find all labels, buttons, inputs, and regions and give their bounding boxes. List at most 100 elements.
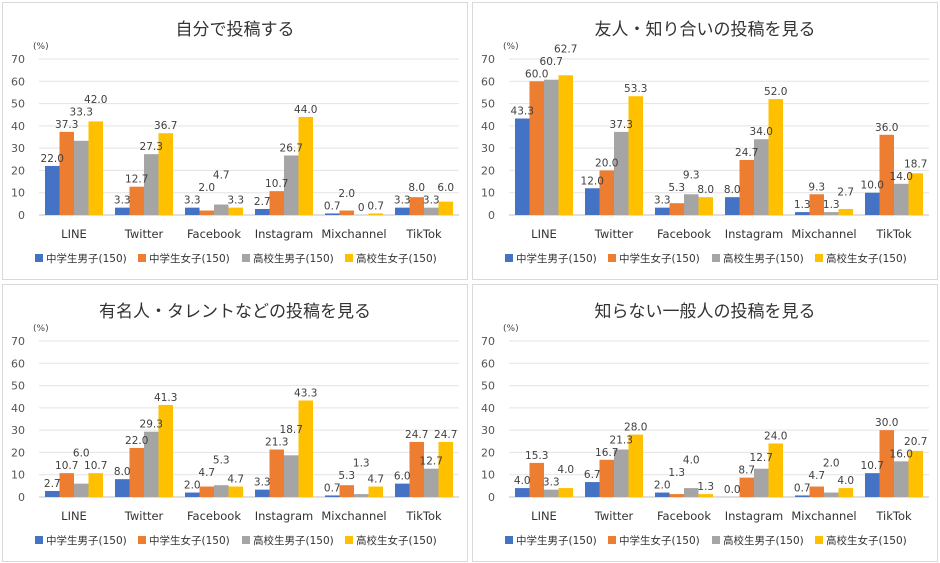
data-label: 16.7 — [595, 447, 618, 459]
bar — [809, 486, 824, 497]
bar — [754, 139, 769, 215]
bar — [129, 186, 144, 215]
data-label: 9.3 — [683, 170, 700, 182]
data-label: 43.3 — [294, 388, 317, 400]
bar — [614, 131, 629, 215]
data-label: 2.0 — [338, 188, 355, 200]
bar — [529, 462, 544, 497]
data-label: 34.0 — [750, 126, 773, 138]
data-label: 10.7 — [861, 460, 884, 472]
bar — [269, 449, 284, 497]
data-label: 24.7 — [735, 147, 758, 159]
x-tick-label: Twitter — [124, 509, 164, 523]
bar — [325, 495, 340, 497]
bar — [354, 494, 369, 497]
bar — [298, 400, 313, 497]
data-label: 9.3 — [808, 181, 825, 193]
data-label: 1.3 — [668, 467, 685, 479]
bar — [409, 441, 424, 497]
bar — [515, 118, 530, 215]
data-label: 14.0 — [890, 171, 913, 183]
data-label: 1.3 — [794, 199, 811, 211]
data-label: 18.7 — [904, 158, 927, 170]
bar — [185, 492, 200, 497]
bar — [544, 489, 559, 497]
bar — [158, 404, 173, 497]
data-label: 60.7 — [540, 56, 563, 68]
bar — [438, 201, 453, 215]
data-label: 4.7 — [198, 467, 215, 479]
x-tick-label: Mixchannel — [321, 509, 386, 523]
bar — [438, 441, 453, 497]
bar — [795, 212, 810, 215]
data-label: 41.3 — [154, 392, 177, 404]
data-label: 8.0 — [697, 184, 714, 196]
chart-title: 友人・知り合いの投稿を見る — [594, 20, 816, 40]
legend-swatch — [345, 536, 353, 544]
data-label: 37.3 — [55, 119, 78, 131]
bar — [684, 488, 699, 497]
y-tick-label: 70 — [11, 335, 25, 348]
legend-label: 中学生男子(150) — [516, 252, 597, 265]
legend-label: 高校生男子(150) — [253, 534, 334, 547]
data-label: 3.3 — [394, 195, 411, 207]
x-tick-label: TikTok — [875, 227, 912, 241]
bar — [669, 203, 684, 215]
bar — [424, 207, 439, 215]
x-tick-label: Instagram — [725, 227, 784, 241]
y-tick-label: 10 — [481, 187, 495, 200]
legend-swatch — [505, 254, 513, 262]
legend-label: 高校生女子(150) — [826, 534, 907, 547]
y-tick-label: 60 — [481, 75, 495, 88]
data-label: 44.0 — [294, 104, 317, 116]
data-label: 10.0 — [861, 180, 884, 192]
data-label: 10.7 — [265, 178, 288, 190]
x-tick-label: LINE — [531, 509, 557, 523]
bar — [838, 488, 853, 497]
data-label: 12.7 — [750, 452, 773, 464]
data-label: 2.7 — [44, 478, 61, 490]
data-label: 24.0 — [764, 431, 787, 443]
bar-chart: (%)010203040506070LINE2.710.76.010.7Twit… — [11, 324, 459, 547]
legend-swatch — [815, 254, 823, 262]
data-label: 0.7 — [367, 200, 384, 212]
legend-label: 高校生女子(150) — [356, 534, 437, 547]
data-label: 1.3 — [353, 457, 370, 469]
data-label: 3.3 — [654, 195, 671, 207]
data-label: 16.0 — [890, 448, 913, 460]
bar — [544, 79, 559, 216]
data-label: 2.0 — [184, 480, 201, 492]
bar — [59, 131, 74, 215]
data-label: 2.7 — [837, 187, 854, 199]
y-tick-label: 30 — [481, 142, 495, 155]
x-tick-label: Instagram — [255, 227, 314, 241]
bar — [768, 99, 783, 215]
x-tick-label: Instagram — [255, 509, 314, 523]
legend-swatch — [138, 254, 146, 262]
bar — [339, 210, 354, 215]
bar — [228, 486, 243, 497]
x-tick-label: Instagram — [725, 509, 784, 523]
y-axis-unit: (%) — [33, 324, 49, 334]
bar — [865, 192, 880, 215]
bar — [628, 96, 643, 215]
bar — [879, 430, 894, 497]
y-tick-label: 40 — [481, 402, 495, 415]
legend-label: 中学生男子(150) — [46, 534, 127, 547]
chart-panel-3: 有名人・タレントなどの投稿を見る (%) 0 10 20 30 40 50 60 70 LINE 2… — [2, 284, 468, 562]
legend-label: 高校生女子(150) — [356, 252, 437, 265]
bar — [115, 207, 130, 215]
bar — [88, 121, 103, 215]
bar — [284, 155, 299, 215]
bar — [599, 170, 614, 215]
y-tick-label: 40 — [11, 120, 25, 133]
data-label: 42.0 — [84, 94, 107, 106]
data-label: 3.3 — [227, 195, 244, 207]
data-label: 3.3 — [543, 477, 560, 489]
data-label: 43.3 — [511, 106, 534, 118]
bar — [395, 483, 410, 497]
data-label: 3.3 — [184, 195, 201, 207]
bar — [838, 208, 853, 215]
data-label: 4.0 — [683, 455, 700, 467]
data-label: 4.7 — [227, 474, 244, 486]
